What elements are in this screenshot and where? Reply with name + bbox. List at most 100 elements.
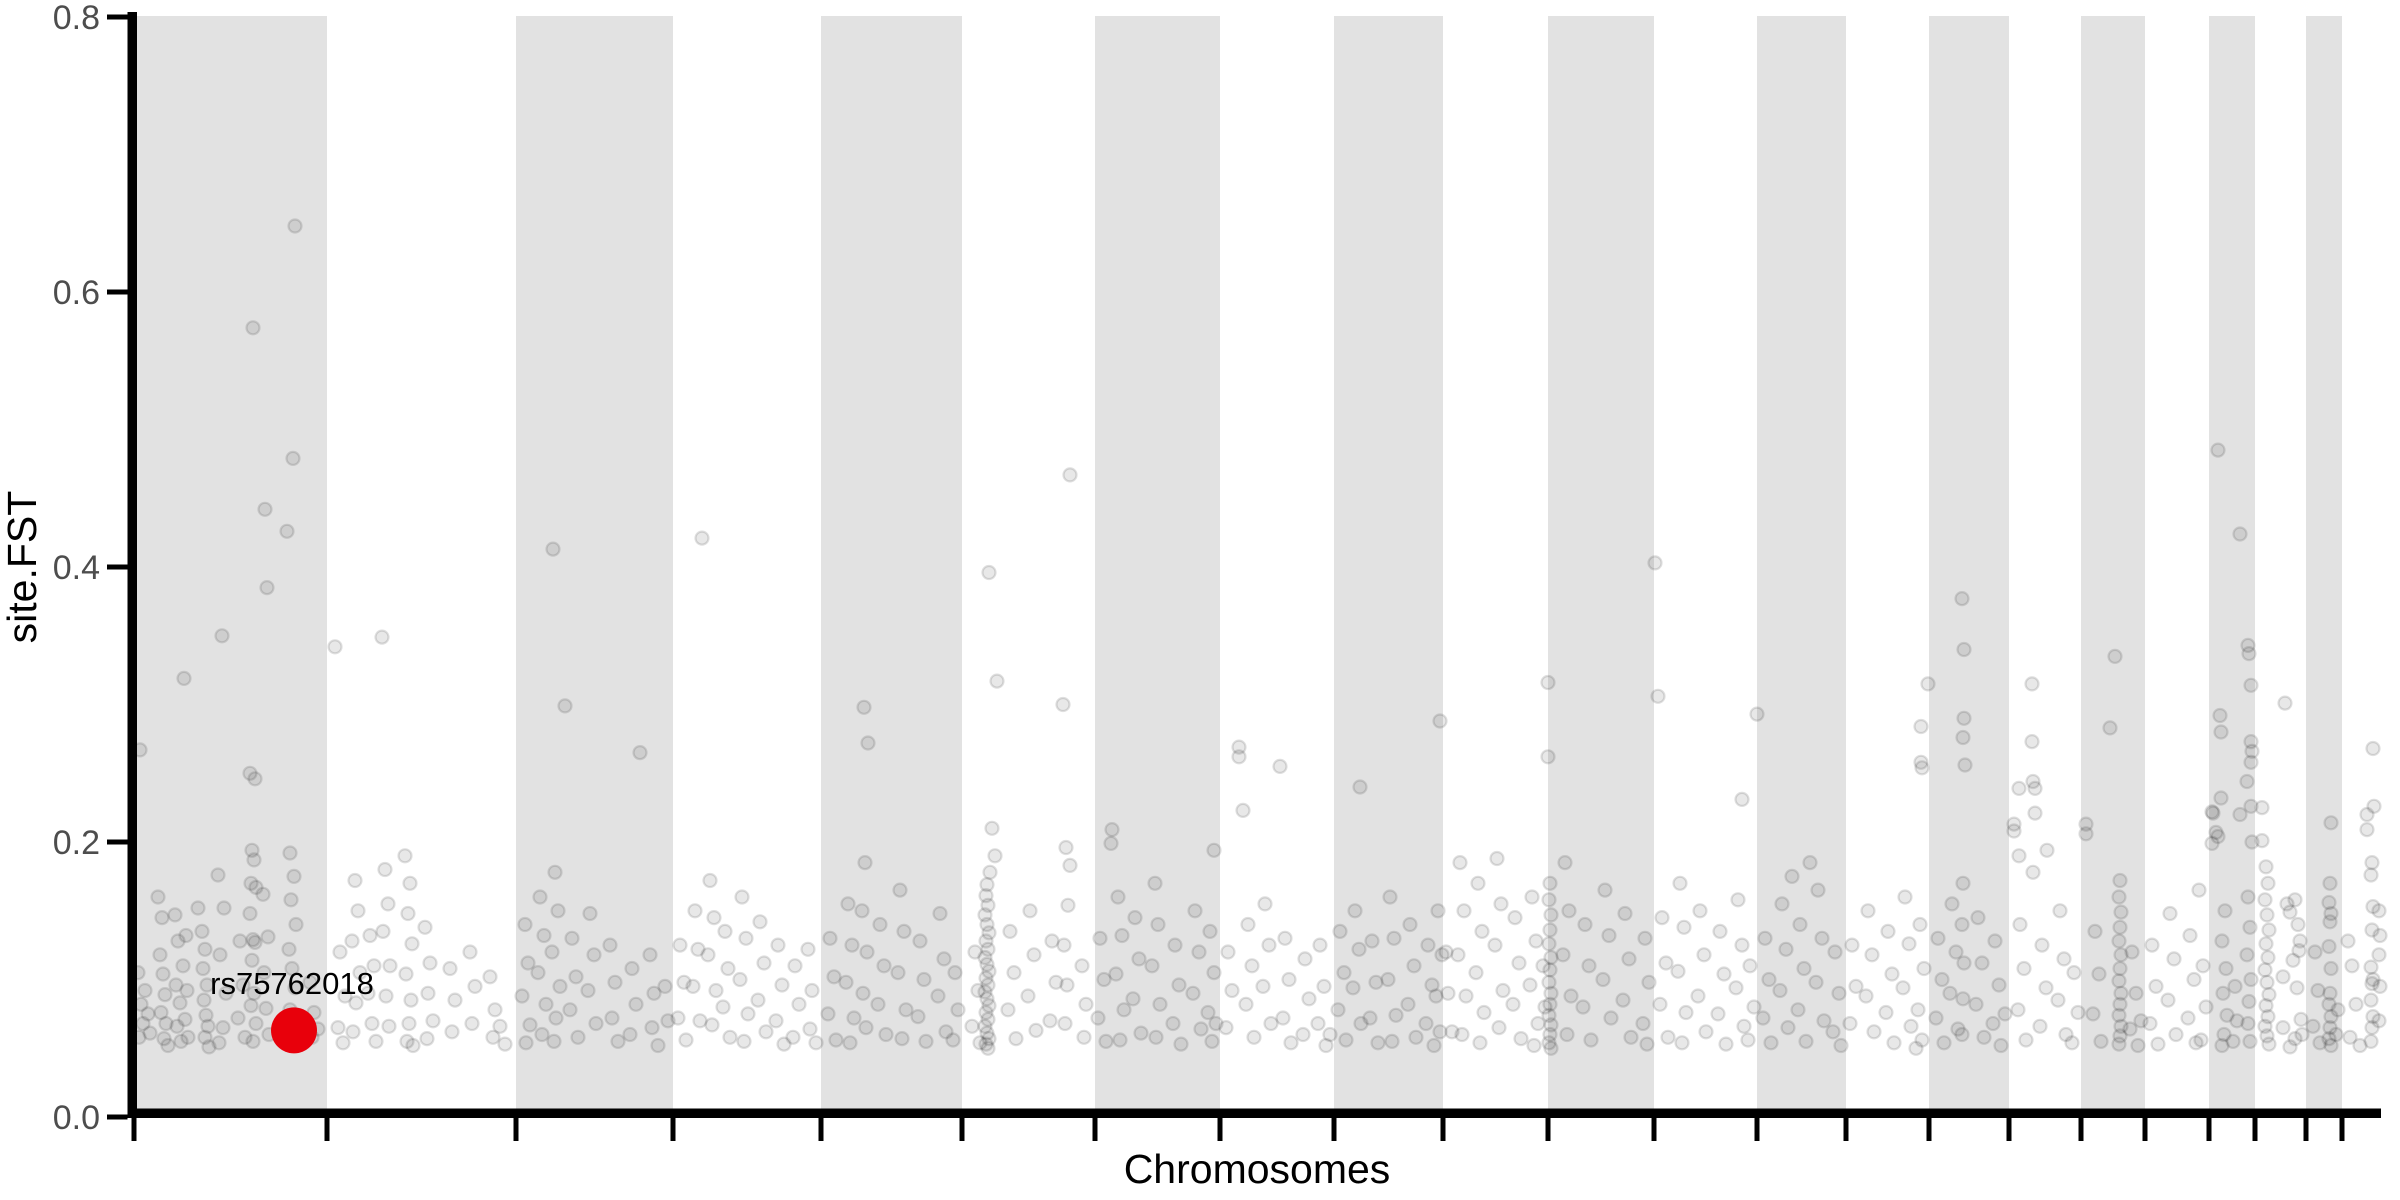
- data-point: [2011, 780, 2027, 797]
- data-point: [1825, 1024, 1841, 1040]
- data-point: [1440, 985, 1456, 1001]
- data-point: [2239, 947, 2255, 963]
- data-point: [1734, 937, 1750, 953]
- data-point: [1057, 1015, 1073, 1032]
- data-point: [1330, 1002, 1346, 1018]
- x-axis: Chromosomes: [127, 1108, 2381, 1192]
- data-point: [2259, 974, 2275, 990]
- data-point: [1133, 1025, 1149, 1041]
- data-point: [1042, 1013, 1058, 1029]
- data-point: [708, 982, 724, 999]
- data-point: [1955, 875, 1971, 891]
- data-point: [2344, 958, 2360, 974]
- data-point: [1543, 1040, 1559, 1056]
- data-point: [982, 864, 998, 880]
- data-point: [1948, 944, 1964, 960]
- data-point: [586, 947, 602, 963]
- data-point: [1336, 964, 1352, 981]
- chromosome-band-1: [134, 16, 327, 1109]
- data-point: [1944, 896, 1960, 912]
- data-point: [1022, 903, 1038, 919]
- data-point: [211, 1035, 227, 1051]
- data-point: [1185, 985, 1201, 1001]
- data-point: [2372, 927, 2388, 944]
- data-point: [785, 1029, 801, 1045]
- data-point: [979, 876, 995, 893]
- data-point: [1878, 1004, 1894, 1021]
- data-point: [1827, 944, 1843, 960]
- data-point: [970, 982, 986, 999]
- data-point: [732, 971, 748, 988]
- data-point: [1563, 988, 1579, 1004]
- data-point: [820, 1006, 836, 1022]
- data-point: [1511, 955, 1527, 971]
- data-point: [1920, 676, 1936, 692]
- data-point: [840, 896, 856, 912]
- data-point: [400, 905, 416, 922]
- data-point: [1985, 1015, 2001, 1032]
- data-point: [552, 978, 568, 995]
- data-point: [200, 1018, 216, 1034]
- data-point: [1976, 1029, 1992, 1045]
- data-point: [1543, 1017, 1559, 1033]
- data-point: [2213, 724, 2229, 740]
- data-point: [1059, 977, 1075, 993]
- data-point: [545, 541, 561, 557]
- data-point: [156, 1030, 172, 1047]
- data-point: [258, 1000, 274, 1017]
- data-point: [1402, 916, 1418, 933]
- data-point: [1044, 933, 1060, 949]
- data-point: [1956, 710, 1972, 726]
- data-point: [2214, 1037, 2230, 1054]
- data-point: [1493, 896, 1509, 912]
- data-point: [1595, 971, 1611, 988]
- y-axis-tick-labels: 0.0 0.2 0.4 0.6 0.8: [53, 0, 100, 1137]
- data-point: [740, 1006, 756, 1022]
- data-point: [366, 958, 382, 974]
- data-point: [1524, 889, 1540, 905]
- data-point: [169, 1018, 185, 1034]
- data-point: [237, 1029, 253, 1045]
- data-point: [1912, 916, 1928, 933]
- data-point: [347, 872, 363, 889]
- data-point: [464, 1015, 480, 1032]
- data-point: [1802, 854, 1818, 871]
- data-point: [1621, 951, 1637, 967]
- data-point: [1364, 933, 1380, 949]
- data-point: [720, 960, 736, 977]
- data-point: [2006, 816, 2022, 832]
- data-point: [2218, 960, 2234, 977]
- data-point: [2229, 1013, 2245, 1029]
- data-point: [978, 933, 994, 949]
- data-point: [2204, 804, 2220, 820]
- data-point: [247, 771, 263, 787]
- data-point: [380, 896, 396, 912]
- data-point: [425, 1013, 441, 1029]
- data-point: [1028, 1022, 1044, 1039]
- chromosome-band-7: [1095, 16, 1220, 1109]
- data-point: [1950, 1021, 1966, 1037]
- data-point: [2372, 978, 2388, 995]
- data-point: [628, 996, 644, 1012]
- data-point: [859, 944, 875, 960]
- data-point: [1167, 937, 1183, 953]
- data-point: [1312, 937, 1328, 953]
- data-point: [2050, 992, 2066, 1008]
- data-point: [1406, 958, 1422, 974]
- data-point: [287, 980, 303, 996]
- data-point: [2261, 986, 2277, 1003]
- data-point: [2241, 645, 2257, 662]
- y-axis-line: [127, 12, 137, 1118]
- data-point: [2366, 798, 2382, 814]
- data-point: [1283, 1035, 1299, 1051]
- data-point: [194, 923, 210, 940]
- data-point: [1476, 1004, 1492, 1021]
- data-point: [403, 992, 419, 1008]
- data-point: [1238, 996, 1254, 1012]
- data-point: [1575, 999, 1591, 1015]
- data-point: [1444, 1024, 1460, 1040]
- data-point: [770, 937, 786, 953]
- data-point: [1058, 839, 1074, 856]
- data-point: [216, 900, 232, 916]
- data-point: [758, 1024, 774, 1040]
